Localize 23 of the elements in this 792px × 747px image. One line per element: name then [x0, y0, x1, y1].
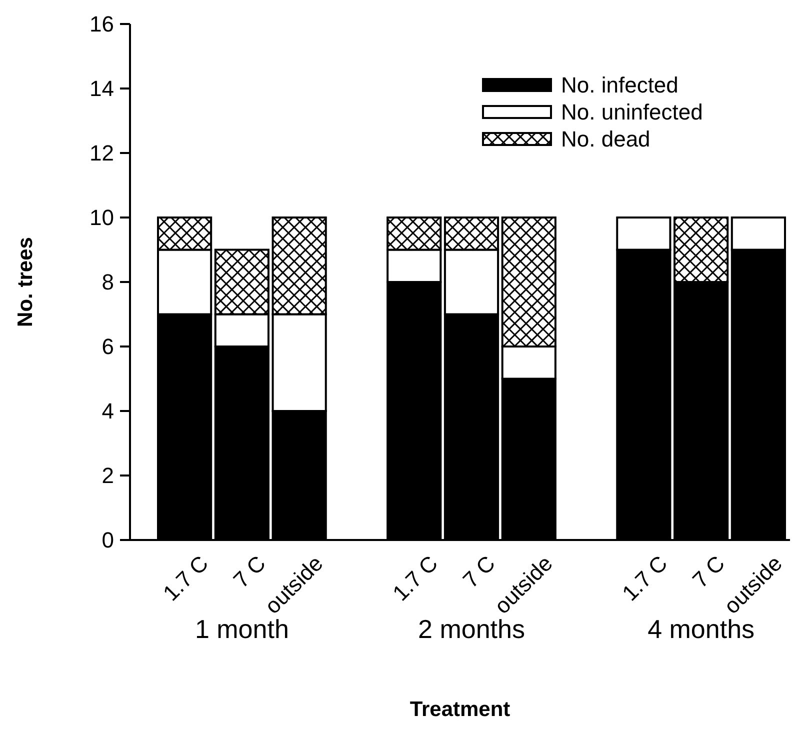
- legend-label: No. dead: [561, 126, 650, 152]
- x-tick-label: 1.7 C: [617, 550, 672, 606]
- x-tick-label: 7 C: [688, 550, 730, 593]
- legend-label: No. infected: [561, 72, 678, 98]
- y-tick-label: 2: [102, 463, 114, 488]
- y-tick-label: 10: [90, 205, 114, 230]
- y-tick-label: 6: [102, 334, 114, 360]
- y-tick-label: 0: [102, 528, 114, 553]
- y-tick-label: 8: [102, 270, 114, 295]
- x-tick-label: 1.7 C: [388, 550, 443, 606]
- y-axis-title: No. trees: [14, 237, 37, 327]
- text: 4 months: [648, 614, 755, 644]
- legend-label: No. uninfected: [561, 100, 703, 125]
- y-tick-label: 4: [102, 398, 114, 424]
- text: 2 months: [418, 614, 525, 644]
- x-tick-label: 7 C: [458, 550, 500, 593]
- text: 1 month: [194, 614, 289, 644]
- x-axis-title: Treatment: [410, 698, 510, 721]
- y-tick-label: 16: [90, 12, 114, 37]
- x-tick-label: 7 C: [228, 550, 270, 593]
- y-tick-label: 14: [90, 76, 114, 102]
- y-tick-label: 12: [90, 140, 114, 166]
- x-tick-label: 1.7 C: [158, 550, 214, 606]
